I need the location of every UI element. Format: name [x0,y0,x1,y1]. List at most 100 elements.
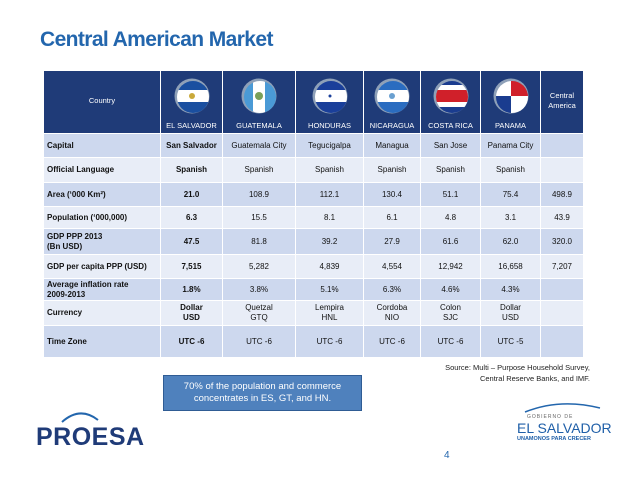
table-cell: Spanish [420,157,481,183]
table-cell: 108.9 [222,182,296,207]
row-label: Population (‘000,000) [43,206,161,229]
row-header: Country [43,70,161,134]
flag-icon [493,78,528,114]
table-cell: Spanish [160,157,223,183]
table-cell: Tegucigalpa [295,133,364,158]
table-cell: 16,658 [480,254,541,279]
row-label: GDP PPP 2013 (Bn USD) [43,228,161,255]
table-row: GDP PPP 2013 (Bn USD) 47.5 81.8 39.2 27.9 61.… [43,228,584,255]
table-cell: 39.2 [295,228,364,255]
column-name: Central America [548,91,576,110]
logo-swoosh [61,412,99,423]
column-name: HONDURAS [308,121,351,130]
table-cell: 12,942 [420,254,481,279]
callout-text: 70% of the population and commerce conce… [183,381,342,404]
gov-logo-main: EL SALVADOR [517,420,612,436]
gov-swoosh [524,403,601,413]
flag-icon [174,78,209,114]
callout: 70% of the population and commerce conce… [163,375,362,411]
table-row: GDP per capita PPP (USD) 7,515 5,282 4,839 4… [43,254,584,279]
table-cell: 6.3 [160,206,223,229]
table-cell: Quetzal GTQ [222,300,296,326]
table-cell: San Jose [420,133,481,158]
table-cell: Spanish [363,157,421,183]
table-cell: UTC -5 [480,325,541,358]
column-name: COSTA RICA [428,121,473,130]
table-row: Population (‘000,000) 6.3 15.5 8.1 6.1 4.8 3.1… [43,206,584,229]
row-label: Currency [43,300,161,326]
row-label: GDP per capita PPP (USD) [43,254,161,279]
proesa-logo: PROESA [36,423,145,451]
table-cell: 61.6 [420,228,481,255]
table-cell: San Salvador [160,133,223,158]
table-cell: 5,282 [222,254,296,279]
table-cell: 130.4 [363,182,421,207]
gov-logo-top: GOBIERNO DE [527,414,574,420]
table-row: Time Zone UTC -6 UTC -6 UTC -6 UTC -6 UTC -6 U… [43,325,584,358]
table-row: Capital San Salvador Guatemala City Tegucig… [43,133,584,158]
table-cell: Lempira HNL [295,300,364,326]
source-note: Source: Multi – Purpose Household Survey… [445,363,590,383]
flag-icon [241,78,277,114]
table-cell: Guatemala City [222,133,296,158]
table-cell: Dollar USD [480,300,541,326]
row-label: Time Zone [43,325,161,358]
table-cell [540,157,584,183]
column-header: PANAMA [480,70,541,134]
flag-icon [433,78,468,114]
table-cell [540,325,584,358]
column-header: GUATEMALA [222,70,296,134]
table-cell: 75.4 [480,182,541,207]
table-cell: 498.9 [540,182,584,207]
column-name: GUATEMALA [236,121,282,130]
table-cell: 15.5 [222,206,296,229]
flag-icon [374,78,410,114]
column-header: EL SALVADOR [160,70,223,134]
table-cell: 81.8 [222,228,296,255]
table-cell: 1.8% [160,278,223,301]
table-cell: 8.1 [295,206,364,229]
table-cell [540,278,584,301]
table-row: Area (‘000 Km²) 21.0 108.9 112.1 130.4 51.1 75… [43,182,584,207]
table-cell: Dollar USD [160,300,223,326]
table-row: Official Language Spanish Spanish Spanish Sp… [43,157,584,183]
table-cell: 4.3% [480,278,541,301]
table-cell: UTC -6 [363,325,421,358]
table-cell: 4.8 [420,206,481,229]
table-cell [540,300,584,326]
table-cell: UTC -6 [222,325,296,358]
page-number: 4 [444,450,450,461]
table-cell: UTC -6 [160,325,223,358]
table-cell: Spanish [295,157,364,183]
table-cell: 6.1 [363,206,421,229]
table-cell: 21.0 [160,182,223,207]
table-cell: 3.8% [222,278,296,301]
table-cell: 5.1% [295,278,364,301]
column-header: NICARAGUA [363,70,421,134]
flag-icon [312,78,347,114]
table-cell: Cordoba NIO [363,300,421,326]
table-cell [540,133,584,158]
table-cell: UTC -6 [420,325,481,358]
row-label: Average inflation rate 2009-2013 [43,278,161,301]
table-cell: 51.1 [420,182,481,207]
table-cell: Spanish [480,157,541,183]
table-cell: 62.0 [480,228,541,255]
table-cell: 4.6% [420,278,481,301]
table-cell: UTC -6 [295,325,364,358]
row-label: Area (‘000 Km²) [43,182,161,207]
table-cell: 7,207 [540,254,584,279]
column-name: NICARAGUA [369,121,415,130]
table-cell: 3.1 [480,206,541,229]
row-label: Capital [43,133,161,158]
column-header: Central America [540,70,584,134]
table-cell: 47.5 [160,228,223,255]
table-cell: 4,839 [295,254,364,279]
table-cell: Panama City [480,133,541,158]
table-cell: 320.0 [540,228,584,255]
gov-logo-tagline: UNAMONOS PARA CRECER [517,436,591,442]
table-cell: 43.9 [540,206,584,229]
header-row: Country EL SALVADOR GUATEMALA HONDURAS NICAR… [43,70,584,134]
column-header: COSTA RICA [420,70,481,134]
